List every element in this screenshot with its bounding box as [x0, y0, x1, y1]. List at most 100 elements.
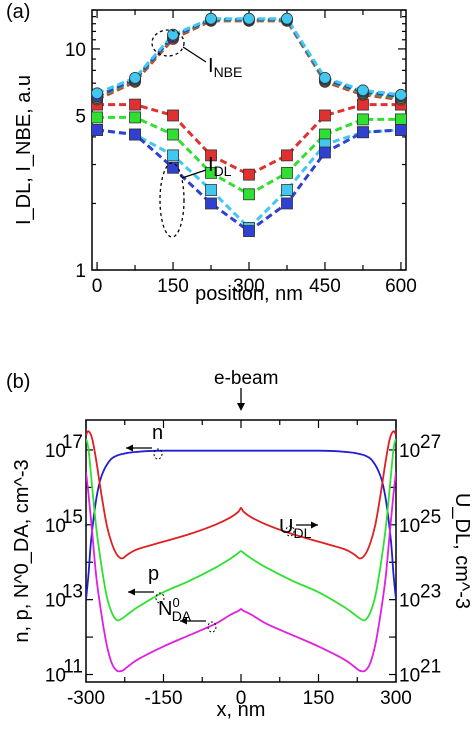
- series-curve: [86, 472, 396, 673]
- data-marker-circle: [395, 88, 407, 101]
- x-tick-label: 150: [157, 276, 189, 297]
- data-marker-circle: [167, 28, 179, 41]
- data-marker-square: [205, 184, 217, 196]
- y-tick-label: 10: [65, 40, 86, 61]
- annotation-ellipse-nbe: [151, 29, 185, 57]
- y-axis-label: I_DL, I_NBE, a.u: [13, 75, 35, 225]
- x-tick-label: 300: [380, 688, 412, 709]
- y-tick-label-right: 10: [399, 666, 420, 687]
- x-tick-label: 450: [309, 276, 341, 297]
- y-tick-label-right: 10: [399, 441, 420, 462]
- y-tick-exp-left: 17: [62, 432, 83, 453]
- y-tick-exp-right: 27: [420, 432, 441, 453]
- data-marker-circle: [91, 87, 103, 100]
- y-tick-label-left: 10: [45, 666, 66, 687]
- series-curve: [86, 449, 396, 600]
- panel-a-label: (a): [6, 1, 30, 23]
- y-tick-exp-left: 13: [62, 582, 83, 603]
- data-marker-square: [281, 184, 293, 196]
- data-marker-square: [319, 128, 331, 141]
- x-tick-label: 150: [303, 688, 335, 709]
- curve-arrow-head: [311, 521, 318, 529]
- data-marker-square: [319, 109, 331, 122]
- curve-marker: [207, 621, 217, 633]
- data-marker-square: [281, 166, 293, 179]
- data-marker-square: [91, 111, 103, 124]
- data-marker-square: [129, 128, 141, 141]
- label-p: p: [148, 563, 159, 585]
- data-marker-square: [91, 124, 103, 136]
- data-marker-square: [129, 98, 141, 111]
- data-marker-square: [281, 149, 293, 162]
- data-marker-circle: [357, 84, 369, 97]
- y-tick-exp-right: 23: [420, 582, 441, 603]
- label-n: n: [152, 422, 163, 444]
- y-axis-label-left: n, p, N^0_DA, cm^-3: [11, 459, 33, 642]
- series-line: [97, 115, 401, 197]
- data-marker-square: [319, 146, 331, 159]
- curve-arrow-head: [128, 588, 135, 596]
- y-tick-label-right: 10: [399, 591, 420, 612]
- y-tick-exp-right: 25: [420, 507, 441, 528]
- curve-arrow-head: [126, 444, 133, 452]
- x-tick-label: -300: [67, 688, 105, 709]
- y-tick-exp-right: 21: [420, 657, 441, 678]
- y-tick-label: 5: [75, 106, 86, 127]
- annotation-leader-dl: [181, 169, 207, 179]
- curve-marker: [155, 592, 165, 604]
- series-line: [97, 103, 401, 177]
- y-tick-label-left: 10: [45, 591, 66, 612]
- data-marker-square: [395, 124, 407, 136]
- annotation-nbe: INBE: [208, 55, 242, 80]
- data-marker-circle: [205, 12, 217, 25]
- x-tick-label: -150: [144, 688, 182, 709]
- curve-marker: [285, 525, 295, 537]
- ebeam-arrow-head: [237, 403, 245, 411]
- data-marker-square: [205, 197, 217, 210]
- ebeam-label: e-beam: [214, 368, 278, 389]
- data-marker-square: [129, 111, 141, 124]
- series-line: [96, 18, 402, 100]
- data-marker-square: [281, 197, 293, 210]
- series-line: [96, 19, 402, 102]
- curve-arrow-head: [180, 617, 187, 625]
- data-marker-square: [357, 98, 369, 111]
- y-tick-exp-left: 15: [62, 507, 83, 528]
- data-marker-square: [167, 128, 179, 141]
- series-line: [96, 17, 402, 97]
- series-curve: [86, 438, 396, 622]
- y-tick-label: 1: [75, 261, 86, 282]
- label-udl: UDL: [279, 516, 312, 541]
- data-marker-circle: [281, 12, 293, 25]
- data-marker-square: [167, 161, 179, 174]
- data-marker-circle: [129, 71, 141, 84]
- data-marker-square: [357, 113, 369, 126]
- data-marker-square: [167, 109, 179, 122]
- data-marker-square: [243, 188, 255, 201]
- y-tick-label-left: 10: [45, 516, 66, 537]
- data-marker-square: [243, 168, 255, 181]
- data-marker-square: [205, 149, 217, 162]
- data-marker-square: [243, 225, 255, 237]
- curve-marker: [153, 448, 163, 460]
- y-tick-label-right: 10: [399, 516, 420, 537]
- data-marker-square: [205, 166, 217, 179]
- series-line: [96, 17, 402, 98]
- x-tick-label: 600: [385, 276, 417, 297]
- data-marker-circle: [243, 12, 255, 25]
- y-axis-label-right: U_DL, cm^-3: [451, 493, 473, 609]
- panel-b-label: (b): [6, 371, 30, 393]
- x-tick-label: 0: [92, 276, 103, 297]
- data-marker-circle: [319, 71, 331, 84]
- annotation-dl: IDL: [208, 154, 232, 179]
- x-axis-label: position, nm: [195, 283, 303, 305]
- annotation-ellipse-dl: [159, 162, 185, 238]
- series-curve: [86, 430, 396, 560]
- data-marker-square: [357, 126, 369, 139]
- x-axis-label: x, nm: [217, 699, 266, 721]
- data-marker-square: [167, 149, 179, 162]
- panel-a: 0 150 300 450 600 1 5 10 position, nm I_DL, I_NBE…: [13, 9, 417, 305]
- y-tick-label-left: 10: [45, 441, 66, 462]
